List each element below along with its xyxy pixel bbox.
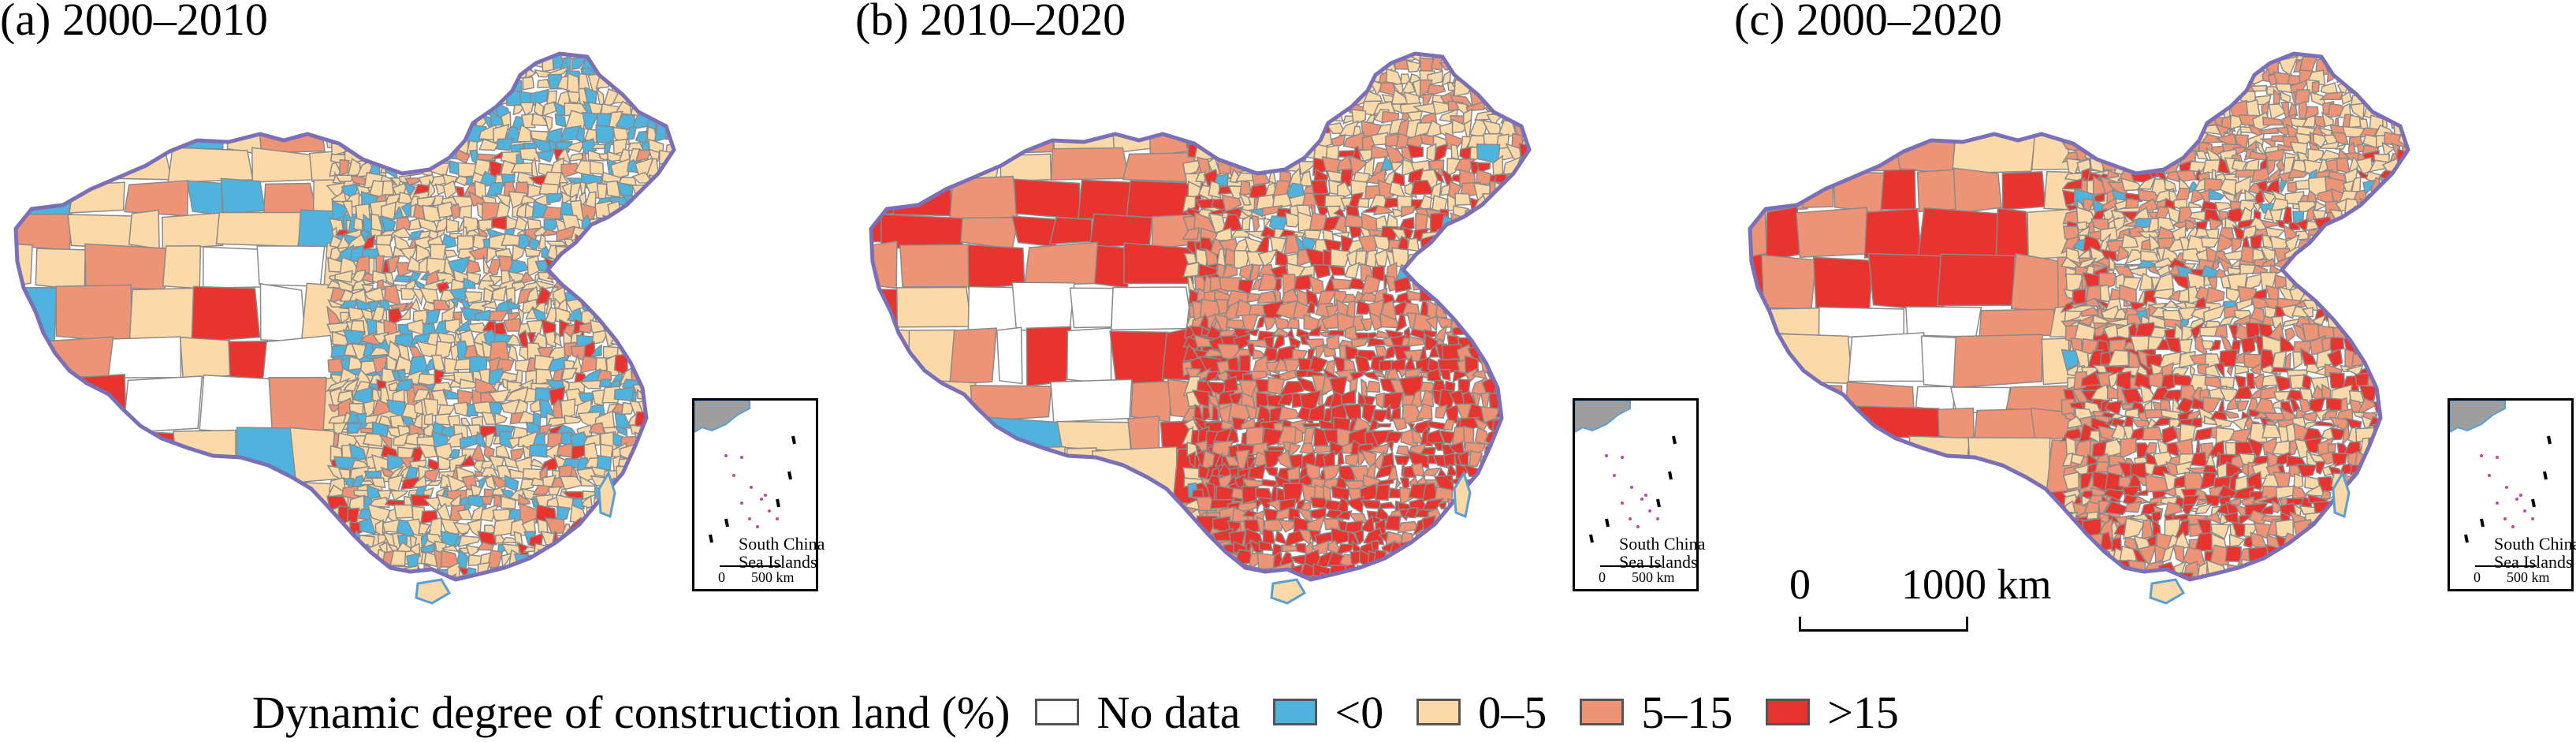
- inset-label-line1: South China: [2494, 534, 2576, 554]
- map-panel-a: (a) 2000–2010 South China Sea Islands 0 …: [0, 0, 836, 631]
- inset-label-line2: Sea Islands: [1619, 552, 1698, 572]
- inset-label-a: South China Sea Islands: [739, 535, 825, 571]
- inset-label-line1: South China: [1619, 534, 1706, 554]
- scale-bar-line: [1799, 629, 1968, 632]
- panel-title-c: (c) 2000–2020: [1734, 0, 2002, 45]
- legend-swatch-no-data: [1035, 699, 1080, 725]
- legend-item-0-5: 0–5: [1416, 686, 1547, 739]
- south-china-sea-inset-c: South China Sea Islands 0 500 km: [2448, 398, 2576, 591]
- legend-item-5-15: 5–15: [1580, 686, 1733, 739]
- china-map-a: [13, 51, 676, 605]
- inset-label-line2: Sea Islands: [739, 552, 817, 572]
- legend-label-no-data: No data: [1096, 686, 1241, 738]
- scale-bar-tick-end: [1966, 617, 1968, 632]
- inset-label-line2: Sea Islands: [2494, 552, 2573, 572]
- scale-bar: 0 1000 km: [1783, 560, 2098, 647]
- legend-item-over-15: >15: [1766, 686, 1899, 739]
- inset-label-c: South China Sea Islands: [2494, 535, 2576, 571]
- china-map-b: [869, 51, 1532, 605]
- south-china-sea-inset-a: South China Sea Islands 0 500 km: [692, 398, 825, 591]
- inset-scale-value: 500 km: [1632, 569, 1675, 585]
- panel-title-b: (b) 2010–2020: [855, 0, 1126, 45]
- inset-scale-value: 500 km: [751, 569, 795, 585]
- legend-item-negative: <0: [1273, 686, 1383, 739]
- scale-bar-value: 1000 km: [1901, 561, 2052, 608]
- inset-islands-map-a: [694, 400, 796, 567]
- inset-label-b: South China Sea Islands: [1619, 535, 1705, 571]
- map-panel-b: (b) 2010–2020 South China Sea Islands 0 …: [855, 0, 1705, 631]
- legend-swatch-negative: [1273, 699, 1318, 725]
- china-map-c: [1748, 51, 2410, 605]
- inset-scale-zero: 0: [718, 569, 725, 585]
- legend-swatch-0-5: [1416, 699, 1461, 725]
- inset-scale-value: 500 km: [2507, 569, 2550, 585]
- legend-swatch-5-15: [1580, 699, 1625, 725]
- map-panel-c: (c) 2000–2020 South China Sea Islands 0 …: [1734, 0, 2576, 631]
- legend: Dynamic degree of construction land (%) …: [252, 684, 1899, 740]
- legend-label-negative: <0: [1335, 686, 1384, 738]
- scale-bar-tick-start: [1799, 617, 1801, 632]
- legend-item-no-data: No data: [1035, 686, 1240, 739]
- legend-label-0-5: 0–5: [1478, 686, 1547, 738]
- inset-islands-map-b: [1574, 400, 1677, 567]
- legend-title: Dynamic degree of construction land (%): [252, 686, 1011, 738]
- legend-swatch-over-15: [1766, 699, 1811, 725]
- scale-bar-zero: 0: [1789, 561, 1811, 608]
- inset-scale-zero: 0: [1599, 569, 1606, 585]
- legend-label-over-15: >15: [1827, 686, 1899, 738]
- inset-label-line1: South China: [739, 534, 825, 554]
- south-china-sea-inset-b: South China Sea Islands 0 500 km: [1573, 398, 1705, 591]
- panel-title-a: (a) 2000–2010: [0, 0, 268, 45]
- legend-label-5-15: 5–15: [1641, 686, 1733, 738]
- inset-scale-zero: 0: [2474, 569, 2481, 585]
- inset-islands-map-c: [2449, 400, 2552, 567]
